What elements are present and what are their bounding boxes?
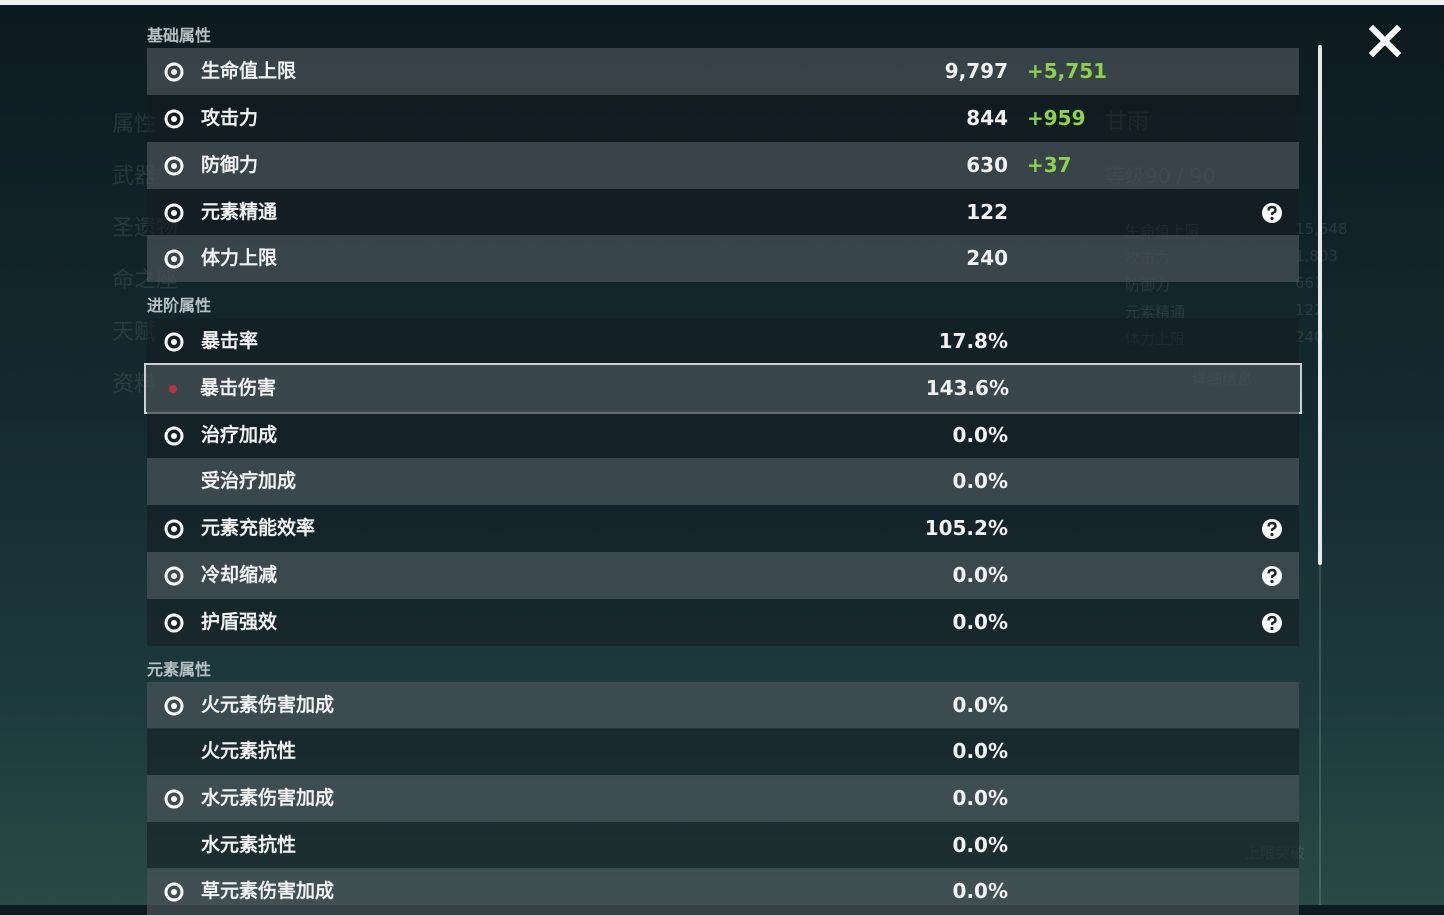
summary-value: 122 [1295, 301, 1324, 319]
close-button[interactable] [1369, 25, 1401, 57]
stat-row: 护盾强效 0.0% [147, 599, 1299, 646]
stat-row: 防御力 630 +37 [147, 142, 1299, 189]
stat-value: 9,797 [944, 59, 1008, 83]
help-icon[interactable] [1261, 565, 1283, 587]
stat-label: 暴击伤害 [200, 377, 277, 399]
stat-label: 护盾强效 [201, 611, 278, 633]
stat-bonus: +37 [1027, 153, 1072, 177]
stat-row: 暴击率 17.8% [147, 318, 1299, 365]
stat-row: 元素充能效率 105.2% [147, 505, 1299, 552]
stat-row: 火元素伤害加成 0.0% [147, 682, 1299, 729]
stat-icon [164, 696, 184, 716]
stat-value: 105.2% [924, 516, 1008, 540]
stat-label: 元素精通 [201, 201, 278, 223]
stat-value: 0.0% [952, 786, 1008, 810]
section-title: 基础属性 [147, 26, 212, 45]
stat-value: 844 [966, 106, 1008, 130]
stat-label: 火元素伤害加成 [201, 694, 335, 716]
help-icon[interactable] [1261, 202, 1283, 224]
stat-value: 0.0% [952, 423, 1008, 447]
stat-value: 0.0% [952, 610, 1008, 634]
stat-icon [164, 566, 184, 586]
stat-icon [164, 613, 184, 633]
stat-label: 冷却缩减 [201, 564, 278, 586]
stat-icon [164, 62, 184, 82]
stat-row[interactable]: 暴击伤害 143.6% [144, 363, 1302, 414]
stat-label: 草元素伤害加成 [201, 880, 335, 902]
stat-row: 受治疗加成 0.0% [147, 458, 1299, 505]
summary-value: 667 [1295, 274, 1324, 292]
stat-label: 防御力 [201, 154, 259, 176]
stat-row: 元素精通 122 [147, 189, 1299, 236]
help-icon[interactable] [1261, 518, 1283, 540]
stat-icon [164, 332, 184, 352]
stat-bonus: +5,751 [1027, 59, 1108, 83]
stat-icon [164, 203, 184, 223]
stat-row: 草元素伤害加成 0.0% [147, 868, 1299, 915]
stat-value: 0.0% [952, 879, 1008, 903]
stat-label: 生命值上限 [201, 60, 297, 82]
stat-value: 0.0% [952, 563, 1008, 587]
help-icon[interactable] [1261, 612, 1283, 634]
stat-label: 体力上限 [201, 247, 278, 269]
stat-value: 0.0% [952, 833, 1008, 857]
stat-row: 水元素伤害加成 0.0% [147, 775, 1299, 822]
stat-label: 火元素抗性 [201, 740, 297, 762]
summary-value: 1,803 [1295, 247, 1338, 265]
stat-row: 水元素抗性 0.0% [147, 822, 1299, 869]
stat-value: 0.0% [952, 739, 1008, 763]
section-title: 元素属性 [147, 660, 212, 679]
top-bar [0, 0, 1444, 5]
stat-icon [164, 156, 184, 176]
stat-value: 0.0% [952, 693, 1008, 717]
stat-icon [164, 882, 184, 902]
stat-row: 火元素抗性 0.0% [147, 728, 1299, 775]
stat-icon [164, 426, 184, 446]
stat-label: 暴击率 [201, 330, 259, 352]
stat-value: 240 [966, 246, 1008, 270]
stat-icon [164, 789, 184, 809]
stat-row: 攻击力 844 +959 [147, 95, 1299, 142]
stat-icon [164, 249, 184, 269]
stat-label: 元素充能效率 [201, 517, 316, 539]
stat-label: 受治疗加成 [201, 470, 297, 492]
stat-value: 122 [966, 200, 1008, 224]
stat-row: 体力上限 240 [147, 235, 1299, 282]
stat-icon [164, 109, 184, 129]
stat-bonus: +959 [1027, 106, 1086, 130]
stat-label: 水元素抗性 [201, 834, 297, 856]
summary-value: 240 [1295, 328, 1324, 346]
stat-row: 生命值上限 9,797 +5,751 [147, 48, 1299, 95]
scroll-thumb[interactable] [1318, 45, 1322, 565]
stat-icon [169, 385, 177, 393]
stat-label: 水元素伤害加成 [201, 787, 335, 809]
section-title: 进阶属性 [147, 296, 212, 315]
stat-row: 冷却缩减 0.0% [147, 552, 1299, 599]
stat-value: 143.6% [925, 376, 1009, 400]
stat-label: 攻击力 [201, 107, 259, 129]
stat-value: 17.8% [938, 329, 1008, 353]
stat-value: 630 [966, 153, 1008, 177]
stat-value: 0.0% [952, 469, 1008, 493]
stat-label: 治疗加成 [201, 424, 278, 446]
summary-label: 元素精通 [1125, 303, 1186, 321]
stat-icon [164, 519, 184, 539]
stat-row: 治疗加成 0.0% [147, 412, 1299, 459]
